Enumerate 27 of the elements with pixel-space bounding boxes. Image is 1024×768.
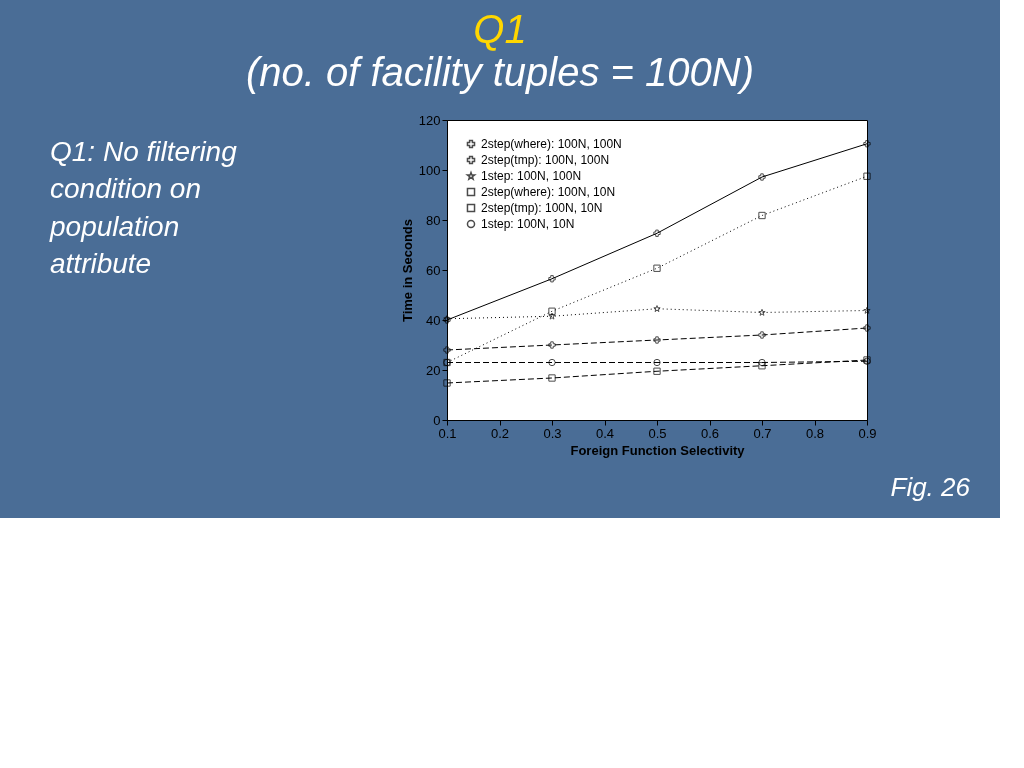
x-tick-label: 0.7 (753, 425, 772, 441)
y-tick-label: 20 (426, 362, 441, 378)
legend-label: 2step(tmp): 100N, 10N (481, 201, 603, 215)
y-tick-label: 120 (418, 112, 441, 128)
x-tick-label: 0.3 (543, 425, 562, 441)
y-tick-label: 60 (426, 262, 441, 278)
x-tick-label: 0.8 (805, 425, 825, 441)
y-tick-label: 100 (418, 162, 441, 178)
x-tick-label: 0.1 (438, 425, 457, 441)
y-tick-label: 0 (433, 412, 441, 428)
legend-label: 1step: 100N, 10N (481, 217, 575, 231)
y-tick-label: 80 (426, 212, 441, 228)
legend-label: 2step(where): 100N, 10N (481, 185, 616, 199)
x-tick-label: 0.9 (858, 425, 877, 441)
legend-label: 2step(tmp): 100N, 100N (481, 153, 610, 167)
x-axis-title: Foreign Function Selectivity (570, 442, 746, 458)
caption: Fig. 26 (890, 472, 971, 502)
x-tick-label: 0.2 (490, 425, 510, 441)
y-axis-title: Time in Seconds (399, 218, 415, 323)
y-tick-label: 40 (426, 312, 441, 328)
x-tick-label: 0.4 (595, 425, 615, 441)
chart-title: Q1 (473, 6, 527, 51)
legend-label: 2step(where): 100N, 100N (481, 137, 622, 151)
text: Q1: No filtering condition on population attribute (49, 135, 238, 280)
x-tick-label: 0.5 (648, 425, 667, 441)
legend-label: 1step: 100N, 100N (481, 169, 582, 183)
x-tick-label: 0.6 (700, 425, 720, 441)
